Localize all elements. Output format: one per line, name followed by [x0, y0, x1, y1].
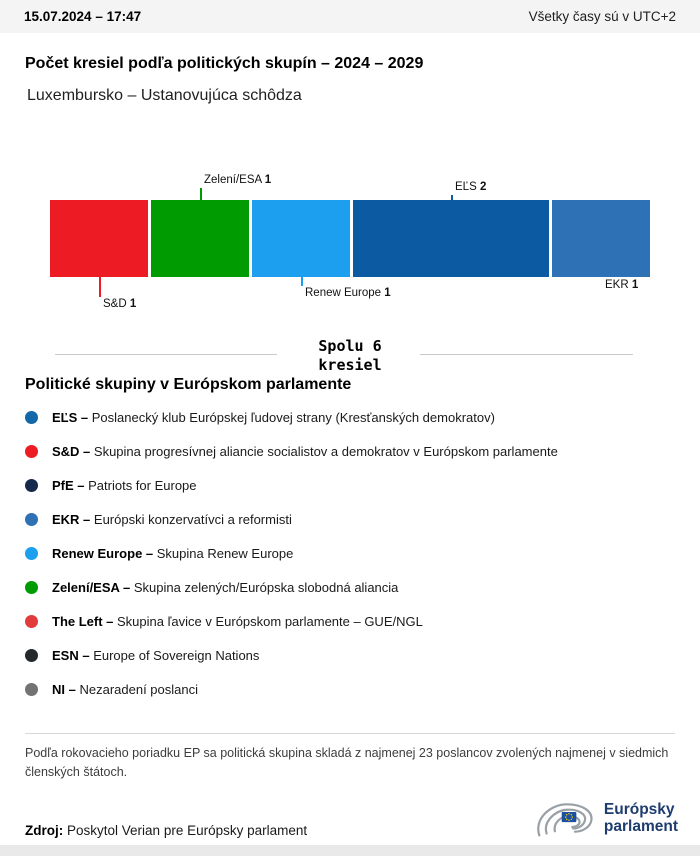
legend-item-text: The Left – Skupina ľavice v Európskom pa…: [52, 613, 423, 629]
legend-item-text: S&D – Skupina progresívnej aliancie soci…: [52, 443, 558, 459]
legend-item: EKR – Európski konzervatívci a reformist…: [25, 511, 558, 527]
total-divider-left: [55, 354, 277, 355]
seat-bar-segment: [552, 200, 650, 277]
source-line: Zdroj: Poskytol Verian pre Európsky parl…: [25, 823, 307, 838]
timezone-note: Všetky časy sú v UTC+2: [528, 9, 676, 24]
bar-callout-label: EKR 1: [605, 279, 639, 291]
ep-logo-text: Európsky parlament: [604, 801, 678, 835]
legend-heading: Politické skupiny v Európskom parlamente: [25, 376, 352, 393]
bottom-strip: [0, 845, 700, 856]
group-color-dot: [25, 648, 38, 662]
seat-bar-segment: [151, 200, 249, 277]
legend-item: PfE – Patriots for Europe: [25, 477, 558, 493]
datetime-label: 15.07.2024 – 17:47: [24, 9, 142, 24]
legend-item-text: ESN – Europe of Sovereign Nations: [52, 647, 260, 663]
total-seats-label: Spolu 6 kresiel: [0, 337, 700, 375]
legend-item-text: NI – Nezaradení poslanci: [52, 681, 198, 697]
legend-item: Renew Europe – Skupina Renew Europe: [25, 545, 558, 561]
total-seats-line2: kresiel: [318, 356, 382, 374]
bar-callout-label: EĽS 2: [455, 181, 487, 193]
seat-bar: [50, 200, 650, 277]
legend-item-text: PfE – Patriots for Europe: [52, 477, 197, 493]
group-color-dot: [25, 580, 38, 594]
footer-divider: [25, 733, 675, 734]
legend-item-text: Renew Europe – Skupina Renew Europe: [52, 545, 294, 561]
footnote-text: Podľa rokovacieho poriadku EP sa politic…: [25, 746, 669, 779]
header-bar: 15.07.2024 – 17:47 Všetky časy sú v UTC+…: [0, 0, 700, 33]
ep-logo-line1: Európsky: [603, 801, 675, 818]
page-title: Počet kresiel podľa politických skupín –…: [25, 55, 424, 72]
seat-bar-segment: [353, 200, 549, 277]
ep-logo-line2: parlament: [603, 818, 678, 835]
source-text: Poskytol Verian pre Európsky parlament: [67, 823, 308, 838]
bar-callout-label: S&D 1: [103, 298, 137, 310]
group-color-dot: [25, 478, 38, 492]
eu-flag-icon: [561, 812, 577, 823]
group-color-dot: [25, 682, 38, 696]
group-color-dot: [25, 614, 38, 628]
source-label: Zdroj:: [25, 823, 64, 838]
callout-tick: [99, 277, 101, 297]
callout-tick: [301, 277, 303, 286]
group-color-dot: [25, 512, 38, 526]
legend-item: EĽS – Poslanecký klub Európskej ľudovej …: [25, 409, 558, 425]
bar-callout-label: Renew Europe 1: [305, 287, 391, 299]
group-color-dot: [25, 546, 38, 560]
ep-logo: Európsky parlament: [532, 795, 678, 841]
total-seats-line1: Spolu 6: [318, 337, 382, 355]
legend-item: NI – Nezaradení poslanci: [25, 681, 558, 697]
ep-hemicycle-icon: [537, 803, 593, 837]
legend-item: The Left – Skupina ľavice v Európskom pa…: [25, 613, 558, 629]
group-color-dot: [25, 410, 38, 424]
seat-bar-segment: [50, 200, 148, 277]
page-subtitle: Luxembursko – Ustanovujúca schôdza: [27, 87, 302, 104]
legend-item: ESN – Europe of Sovereign Nations: [25, 647, 558, 663]
legend-item-text: EKR – Európski konzervatívci a reformist…: [52, 511, 292, 527]
group-color-dot: [25, 444, 38, 458]
bar-callout-label: Zelení/ESA 1: [204, 174, 272, 186]
legend-item: Zelení/ESA – Skupina zelených/Európska s…: [25, 579, 558, 595]
total-divider-right: [420, 354, 633, 355]
callout-tick: [200, 188, 202, 200]
legend-list: EĽS – Poslanecký klub Európskej ľudovej …: [25, 409, 558, 715]
legend-item-text: Zelení/ESA – Skupina zelených/Európska s…: [52, 579, 399, 595]
seat-bar-segment: [252, 200, 350, 277]
legend-item: S&D – Skupina progresívnej aliancie soci…: [25, 443, 558, 459]
legend-item-text: EĽS – Poslanecký klub Európskej ľudovej …: [52, 409, 495, 425]
